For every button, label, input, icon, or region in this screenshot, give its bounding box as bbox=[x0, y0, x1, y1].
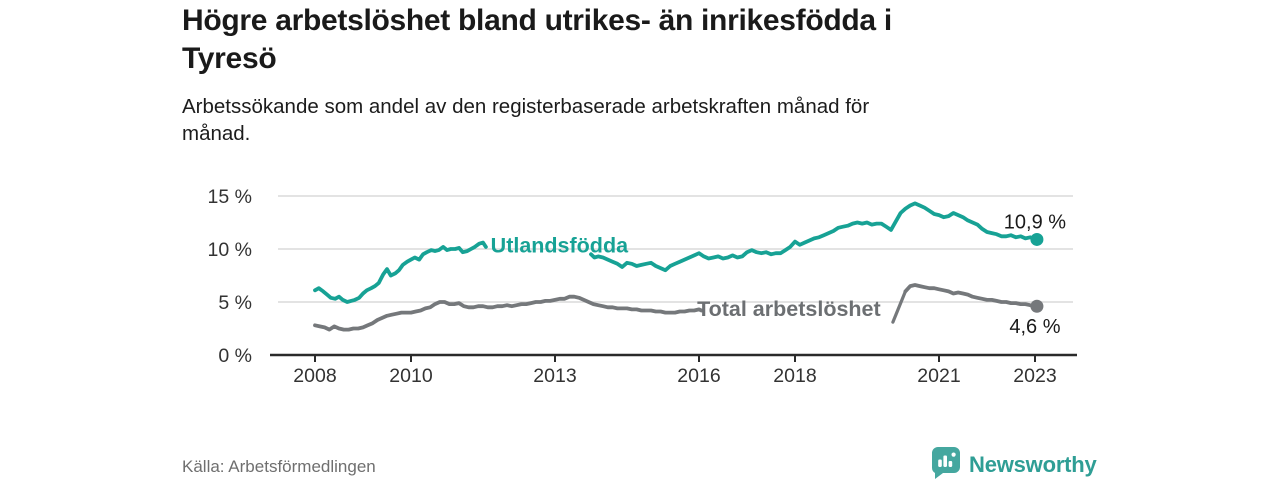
x-axis-tick-label: 2023 bbox=[1013, 365, 1056, 387]
x-axis-tick-label: 2013 bbox=[533, 365, 576, 387]
y-axis-tick-label: 15 % bbox=[208, 186, 252, 208]
x-axis-tick-label: 2008 bbox=[293, 365, 336, 387]
y-axis-tick-label: 5 % bbox=[218, 292, 252, 314]
series-line-utlandsfodda bbox=[313, 240, 488, 304]
newsworthy-logo-icon bbox=[930, 446, 961, 484]
series-line-total bbox=[313, 294, 704, 332]
series-end-dot bbox=[1030, 232, 1044, 246]
y-axis-tick-label: 10 % bbox=[208, 239, 252, 261]
series-label-utlandsfodda: Utlandsfödda bbox=[491, 233, 629, 257]
line-chart: 0 % 5 % 10 % 15 % 2008 2010 2013 2016 2018 2021 20… bbox=[180, 180, 1100, 392]
x-axis-tick-label: 2016 bbox=[677, 365, 720, 387]
y-axis-tick-label: 0 % bbox=[218, 345, 252, 367]
newsworthy-brand[interactable]: Newsworthy bbox=[930, 446, 1097, 484]
x-axis-tick-label: 2010 bbox=[389, 365, 433, 387]
x-axis-tick-label: 2018 bbox=[773, 365, 816, 387]
series-line-total bbox=[903, 283, 1039, 309]
series-label-total: Total arbetslöshet bbox=[697, 297, 881, 321]
series-end-value-label: 10,9 % bbox=[1004, 211, 1066, 233]
page-title: Högre arbetslöshet bland utrikes- än inr… bbox=[182, 4, 892, 76]
series-end-dot bbox=[1030, 299, 1044, 313]
series-end-value-label: 4,6 % bbox=[1009, 316, 1060, 338]
chart-subtitle: Arbetssökande som andel av den registerb… bbox=[182, 95, 870, 145]
unemployment-line-chart-canvas: 0 % 5 % 10 % 15 % 2008 2010 2013 2016 2018 2021 20… bbox=[208, 186, 1077, 387]
label-connector bbox=[891, 289, 908, 324]
newsworthy-brand-name: Newsworthy bbox=[969, 452, 1097, 477]
x-axis-tick-label: 2021 bbox=[917, 365, 960, 387]
source-attribution: Källa: Arbetsförmedlingen bbox=[182, 457, 376, 476]
series-line-utlandsfodda bbox=[589, 201, 1039, 273]
